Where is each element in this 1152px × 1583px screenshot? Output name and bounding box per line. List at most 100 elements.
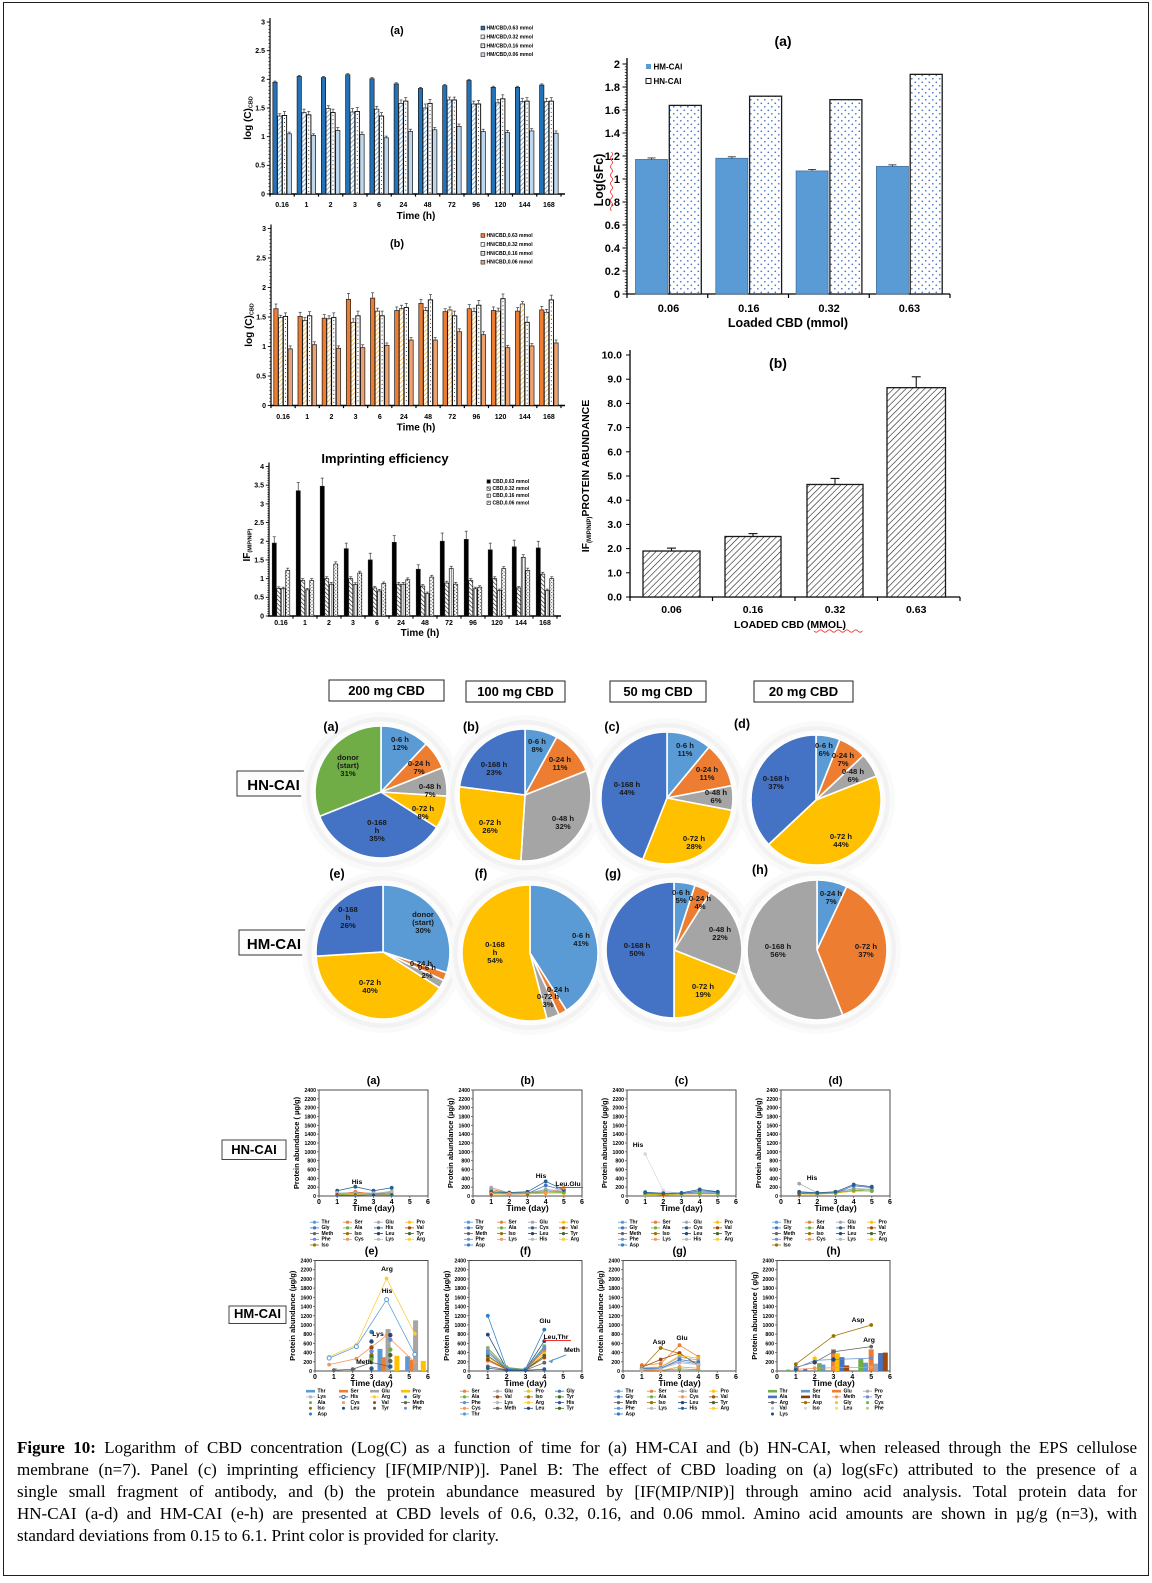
svg-text:0-72 h: 0-72 h	[830, 832, 853, 841]
svg-text:Meth: Meth	[413, 1400, 425, 1406]
svg-text:6: 6	[426, 1374, 430, 1381]
svg-text:HN/CBD,0.06 mmol: HN/CBD,0.06 mmol	[487, 260, 534, 266]
svg-text:Leu: Leu	[540, 1231, 549, 1237]
svg-text:6: 6	[580, 1374, 584, 1381]
svg-text:200: 200	[769, 1185, 778, 1191]
svg-text:200: 200	[765, 1360, 774, 1366]
svg-text:1000: 1000	[762, 1323, 774, 1329]
svg-text:5: 5	[561, 1374, 565, 1381]
svg-text:Val: Val	[417, 1225, 425, 1231]
svg-text:(a): (a)	[774, 33, 791, 49]
svg-text:His: His	[633, 1142, 644, 1149]
svg-text:1.5: 1.5	[256, 314, 266, 321]
svg-text:(a): (a)	[323, 720, 338, 734]
svg-text:0-48 h: 0-48 h	[552, 814, 575, 823]
svg-text:1200: 1200	[300, 1314, 312, 1320]
svg-text:Gly: Gly	[784, 1225, 792, 1231]
svg-text:0: 0	[614, 289, 620, 301]
svg-text:72: 72	[448, 414, 456, 421]
svg-text:30%: 30%	[415, 926, 431, 935]
svg-text:Leu.Glu: Leu.Glu	[555, 1181, 580, 1188]
svg-text:0: 0	[260, 613, 264, 620]
svg-text:1: 1	[335, 1199, 339, 1206]
svg-text:0.16: 0.16	[275, 202, 289, 209]
svg-text:19%: 19%	[695, 990, 711, 999]
svg-text:144: 144	[519, 202, 531, 209]
svg-text:Thr: Thr	[630, 1220, 638, 1226]
svg-text:Iso: Iso	[663, 1231, 670, 1237]
svg-text:Val: Val	[721, 1394, 729, 1400]
svg-text:1.6: 1.6	[605, 105, 620, 117]
svg-text:Protein abundance ( g/g): Protein abundance ( g/g)	[750, 1271, 759, 1359]
svg-text:2200: 2200	[458, 1097, 470, 1103]
svg-text:Time (h): Time (h)	[397, 423, 436, 434]
svg-text:28%: 28%	[686, 842, 702, 851]
svg-text:Time (h): Time (h)	[401, 628, 440, 639]
svg-text:1200: 1200	[612, 1141, 624, 1147]
svg-text:Leu: Leu	[690, 1400, 699, 1406]
svg-text:5%: 5%	[675, 896, 686, 905]
svg-text:Meth: Meth	[476, 1231, 488, 1237]
svg-text:0-72 h: 0-72 h	[855, 942, 878, 951]
svg-text:IF(MIP/NIP)PROTEIN ABUNDANCE: IF(MIP/NIP)PROTEIN ABUNDANCE	[580, 400, 593, 553]
svg-text:1.0: 1.0	[607, 567, 622, 579]
svg-text:His: His	[540, 1237, 548, 1243]
svg-text:Cys: Cys	[694, 1225, 703, 1231]
svg-text:Lys: Lys	[780, 1411, 789, 1417]
svg-text:44%: 44%	[619, 788, 635, 797]
svg-text:2%: 2%	[421, 971, 432, 980]
svg-text:7%: 7%	[424, 790, 435, 799]
svg-text:Lys: Lys	[505, 1400, 514, 1406]
svg-text:2400: 2400	[458, 1088, 470, 1094]
svg-text:His: His	[807, 1175, 818, 1182]
svg-text:1800: 1800	[300, 1286, 312, 1292]
svg-text:0-72 h: 0-72 h	[683, 834, 706, 843]
svg-text:Ala: Ala	[509, 1225, 517, 1231]
svg-text:Lys: Lys	[663, 1237, 672, 1243]
svg-text:1000: 1000	[300, 1323, 312, 1329]
svg-text:0: 0	[771, 1369, 774, 1375]
svg-text:32%: 32%	[555, 822, 571, 831]
svg-text:Phe: Phe	[413, 1406, 422, 1412]
svg-text:3.0: 3.0	[607, 519, 622, 531]
svg-text:2: 2	[329, 414, 333, 421]
svg-text:200: 200	[461, 1185, 470, 1191]
svg-text:Leu: Leu	[844, 1406, 853, 1412]
svg-text:6%: 6%	[818, 749, 829, 758]
svg-text:1: 1	[797, 1199, 801, 1206]
svg-text:0.5: 0.5	[255, 163, 265, 170]
svg-text:11%: 11%	[553, 763, 568, 772]
svg-text:1: 1	[614, 174, 620, 186]
svg-text:2200: 2200	[454, 1268, 466, 1274]
svg-text:7%: 7%	[825, 897, 836, 906]
svg-text:2: 2	[262, 285, 266, 292]
svg-text:Val: Val	[879, 1225, 887, 1231]
svg-text:log (C)CBD: log (C)CBD	[243, 96, 255, 140]
svg-text:Asp: Asp	[813, 1400, 822, 1406]
svg-text:Cys: Cys	[875, 1400, 884, 1406]
svg-text:Protein abundance (µg/g): Protein abundance (µg/g)	[596, 1270, 605, 1361]
svg-text:Gly: Gly	[844, 1400, 852, 1406]
svg-text:Time (h): Time (h)	[397, 211, 436, 222]
svg-text:His: His	[848, 1225, 856, 1231]
svg-text:Ala: Ala	[663, 1225, 671, 1231]
svg-text:donor: donor	[337, 753, 359, 762]
svg-text:6: 6	[377, 202, 381, 209]
svg-text:2: 2	[327, 620, 331, 627]
svg-text:Glu: Glu	[382, 1389, 390, 1395]
svg-text:Protein abundance (µg/g): Protein abundance (µg/g)	[600, 1097, 609, 1188]
svg-text:Ser: Ser	[509, 1220, 517, 1226]
svg-text:5: 5	[715, 1374, 719, 1381]
svg-text:CBD,0.16 mmol: CBD,0.16 mmol	[493, 493, 530, 499]
svg-text:Tyr: Tyr	[879, 1231, 886, 1237]
svg-text:Tyr: Tyr	[725, 1231, 732, 1237]
svg-text:800: 800	[461, 1159, 470, 1165]
svg-text:1600: 1600	[458, 1123, 470, 1129]
svg-text:1800: 1800	[612, 1115, 624, 1121]
svg-text:(f): (f)	[475, 867, 488, 881]
svg-text:1.5: 1.5	[254, 557, 264, 564]
svg-text:Lys: Lys	[318, 1394, 327, 1400]
svg-text:2: 2	[813, 1374, 817, 1381]
svg-text:1800: 1800	[454, 1286, 466, 1292]
svg-text:Arg: Arg	[382, 1394, 391, 1400]
